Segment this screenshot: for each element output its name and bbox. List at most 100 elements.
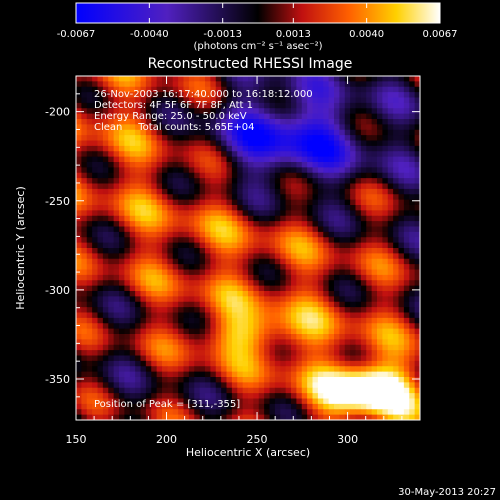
heatmap-cell	[387, 119, 394, 125]
heatmap-cell	[76, 350, 82, 356]
heatmap-cell	[183, 409, 190, 416]
heatmap-cell	[108, 409, 115, 416]
heatmap-cell	[334, 360, 340, 367]
heatmap-cell	[205, 317, 211, 324]
heatmap-cell	[237, 231, 244, 238]
heatmap-cell	[350, 264, 356, 270]
heatmap-cell	[92, 226, 98, 233]
heatmap-cell	[291, 301, 297, 308]
heatmap-cell	[172, 205, 179, 211]
heatmap-cell	[92, 393, 98, 399]
heatmap-cell	[371, 269, 378, 276]
heatmap-cell	[307, 129, 313, 136]
heatmap-cell	[280, 398, 287, 405]
heatmap-cell	[371, 360, 378, 367]
heatmap-cell	[382, 97, 389, 104]
heatmap-cell	[205, 108, 211, 115]
heatmap-cell	[355, 226, 362, 233]
heatmap-cell	[317, 92, 324, 98]
heatmap-cell	[86, 81, 93, 88]
heatmap-cell	[366, 291, 373, 297]
plot-area: 150 200 250 300-200-250-300-350	[45, 75, 421, 446]
heatmap-cell	[102, 172, 109, 179]
heatmap-cell	[366, 194, 373, 201]
heatmap-cell	[248, 140, 254, 147]
heatmap-cell	[119, 377, 125, 383]
heatmap-cell	[199, 355, 206, 362]
heatmap-cell	[328, 102, 335, 109]
heatmap-cell	[145, 210, 152, 217]
heatmap-cell	[269, 366, 276, 373]
heatmap-cell	[210, 113, 217, 120]
heatmap-cell	[135, 172, 141, 179]
heatmap-cell	[328, 86, 335, 93]
heatmap-cell	[237, 360, 244, 367]
heatmap-cell	[81, 167, 88, 174]
heatmap-cell	[156, 258, 163, 265]
heatmap-cell	[312, 274, 319, 281]
heatmap-cell	[403, 285, 410, 292]
heatmap-cell	[296, 113, 303, 120]
heatmap-cell	[194, 97, 201, 104]
heatmap-cell	[188, 129, 195, 136]
heatmap-cell	[215, 301, 222, 308]
heatmap-cell	[409, 409, 416, 416]
heatmap-cell	[253, 274, 260, 281]
heatmap-cell	[162, 183, 168, 190]
heatmap-cell	[237, 129, 244, 136]
heatmap-cell	[113, 258, 120, 265]
heatmap-cell	[274, 355, 281, 362]
heatmap-cell	[97, 258, 104, 265]
heatmap-cell	[264, 414, 270, 420]
heatmap-cell	[393, 258, 399, 265]
heatmap-cell	[156, 350, 163, 356]
heatmap-cell	[317, 360, 324, 367]
heatmap-cell	[248, 285, 254, 292]
heatmap-cell	[291, 398, 297, 405]
heatmap-cell	[188, 86, 195, 93]
heatmap-cell	[312, 280, 319, 287]
heatmap-cell	[317, 188, 324, 195]
heatmap-cell	[92, 145, 98, 152]
heatmap-cell	[145, 248, 152, 254]
heatmap-cell	[135, 113, 141, 120]
heatmap-cell	[199, 403, 206, 410]
heatmap-cell	[242, 409, 249, 416]
heatmap-cell	[344, 317, 351, 324]
heatmap-cell	[291, 285, 297, 292]
heatmap-cell	[285, 151, 292, 158]
heatmap-cell	[339, 344, 346, 351]
heatmap-cell	[199, 387, 206, 394]
heatmap-cell	[264, 140, 270, 147]
heatmap-cell	[119, 215, 125, 222]
heatmap-cell	[172, 215, 179, 222]
heatmap-cell	[296, 102, 303, 109]
heatmap-cell	[355, 81, 362, 88]
heatmap-cell	[296, 135, 303, 141]
heatmap-cell	[119, 328, 125, 335]
heatmap-cell	[167, 258, 174, 265]
heatmap-cell	[312, 151, 319, 158]
heatmap-cell	[393, 151, 399, 158]
heatmap-cell	[231, 92, 238, 98]
heatmap-cell	[221, 414, 227, 420]
heatmap-cell	[323, 409, 330, 416]
heatmap-cell	[194, 339, 201, 346]
heatmap-cell	[377, 231, 383, 238]
heatmap-cell	[355, 269, 362, 276]
heatmap-cell	[344, 205, 351, 211]
heatmap-cell	[350, 387, 356, 394]
heatmap-cell	[156, 140, 163, 147]
heatmap-cell	[307, 301, 313, 308]
heatmap-cell	[237, 403, 244, 410]
heatmap-cell	[328, 393, 335, 399]
heatmap-cell	[334, 129, 340, 136]
heatmap-cell	[199, 350, 206, 356]
heatmap-cell	[296, 205, 303, 211]
heatmap-cell	[350, 183, 356, 190]
heatmap-cell	[81, 140, 88, 147]
heatmap-cell	[344, 102, 351, 109]
heatmap-cell	[248, 97, 254, 104]
heatmap-cell	[307, 360, 313, 367]
heatmap-cell	[382, 371, 389, 378]
